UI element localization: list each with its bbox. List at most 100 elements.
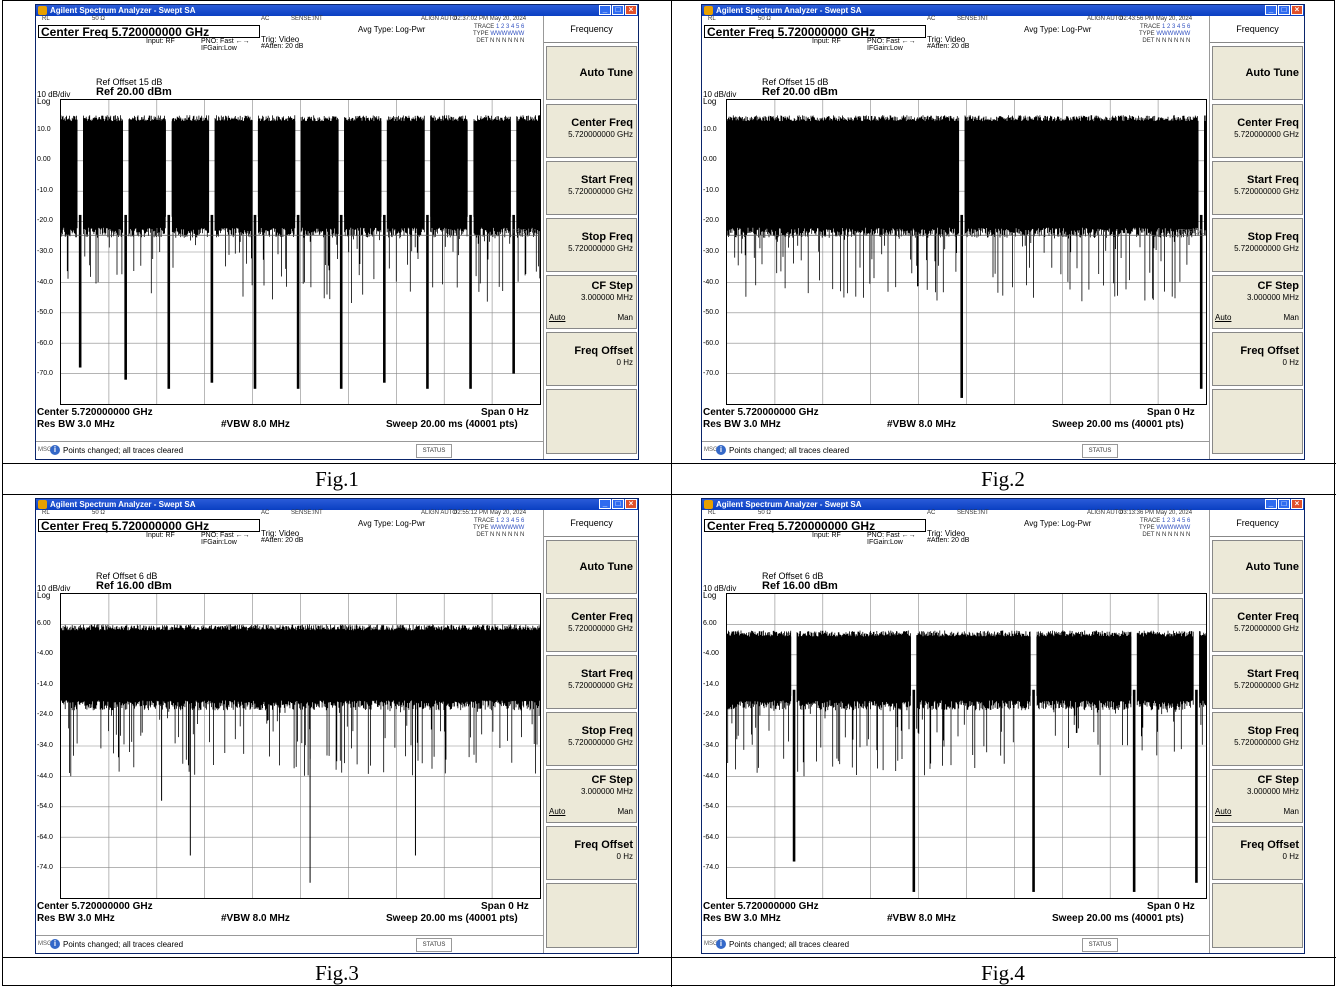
blank-softkey[interactable] xyxy=(546,883,637,948)
stop-freq-key[interactable]: Stop Freq 5.720000000 GHz xyxy=(546,218,637,272)
maximize-button[interactable]: □ xyxy=(1278,499,1290,509)
cf-step-key[interactable]: CF Step 3.000000 MHz Auto Man xyxy=(1212,769,1303,823)
stop-freq-key[interactable]: Stop Freq 5.720000000 GHz xyxy=(1212,712,1303,766)
blank-softkey[interactable] xyxy=(1212,883,1303,948)
trace-table: TRACE 1 2 3 4 5 6 TYPE WWWWWW DET N N N … xyxy=(1139,518,1190,539)
start-freq-key-value: 5.720000000 GHz xyxy=(568,681,633,690)
y-tick-label: -20.0 xyxy=(37,217,53,225)
align-indicator: ALIGN AUTO xyxy=(421,510,457,516)
impedance-indicator: 50 Ω xyxy=(92,16,105,22)
signal-burst xyxy=(1036,636,1132,696)
minimize-button[interactable]: _ xyxy=(599,499,611,509)
cf-step-key[interactable]: CF Step 3.000000 MHz Auto Man xyxy=(546,769,637,823)
freq-offset-key-label: Freq Offset xyxy=(574,839,633,851)
analyzer-window: Agilent Spectrum Analyzer - Swept SA _ □… xyxy=(701,498,1305,954)
blank-softkey[interactable] xyxy=(1212,389,1303,454)
trace-values: 1 2 3 4 5 6 xyxy=(1161,24,1191,30)
y-tick-label: -40.0 xyxy=(703,278,719,286)
atten-label: #Atten: 20 dB xyxy=(927,43,970,50)
burst-gap-spike xyxy=(383,214,386,383)
signal-burst xyxy=(387,121,425,217)
start-freq-key[interactable]: Start Freq 5.720000000 GHz xyxy=(546,161,637,215)
minimize-button[interactable]: _ xyxy=(599,5,611,15)
y-tick-label: 6.00 xyxy=(37,619,51,627)
y-tick-label: 0.00 xyxy=(37,156,51,164)
center-freq-display[interactable]: Center Freq 5.720000000 GHz xyxy=(704,519,926,533)
avg-type-label: Avg Type: Log-Pwr xyxy=(358,519,426,528)
center-freq-display[interactable]: Center Freq 5.720000000 GHz xyxy=(38,25,260,39)
freq-offset-key[interactable]: Freq Offset 0 Hz xyxy=(1212,826,1303,880)
maximize-button[interactable]: □ xyxy=(1278,5,1290,15)
impedance-indicator: 50 Ω xyxy=(758,510,771,516)
blank-softkey[interactable] xyxy=(546,389,637,454)
signal-burst xyxy=(61,121,78,217)
trace-plot: TRIG LVL xyxy=(726,99,1207,405)
stop-freq-key[interactable]: Stop Freq 5.720000000 GHz xyxy=(546,712,637,766)
y-tick-label: -20.0 xyxy=(703,217,719,225)
ifgain-label: IFGain:Low xyxy=(867,45,903,52)
auto-tune-key[interactable]: Auto Tune xyxy=(1212,540,1303,594)
center-freq-key-label: Center Freq xyxy=(571,611,633,623)
det-label: DET xyxy=(1142,38,1155,44)
center-freq-display[interactable]: Center Freq 5.720000000 GHz xyxy=(38,519,260,533)
y-tick-label: -60.0 xyxy=(703,339,719,347)
center-freq-key[interactable]: Center Freq 5.720000000 GHz xyxy=(1212,104,1303,158)
minimize-button[interactable]: _ xyxy=(1265,5,1277,15)
center-freq-key-value: 5.720000000 GHz xyxy=(1234,130,1299,139)
trig-label: Trig: Video xyxy=(261,35,300,44)
maximize-button[interactable]: □ xyxy=(612,5,624,15)
window-titlebar: Agilent Spectrum Analyzer - Swept SA _ □… xyxy=(702,499,1304,510)
minimize-button[interactable]: _ xyxy=(1265,499,1277,509)
maximize-button[interactable]: □ xyxy=(612,499,624,509)
center-freq-key[interactable]: Center Freq 5.720000000 GHz xyxy=(1212,598,1303,652)
status-box[interactable]: STATUS xyxy=(416,444,452,458)
start-freq-key[interactable]: Start Freq 5.720000000 GHz xyxy=(1212,655,1303,709)
auto-tune-key[interactable]: Auto Tune xyxy=(546,46,637,100)
center-freq-key-label: Center Freq xyxy=(571,117,633,129)
y-tick-label: -54.0 xyxy=(37,803,53,811)
stop-freq-key[interactable]: Stop Freq 5.720000000 GHz xyxy=(1212,218,1303,272)
status-box[interactable]: STATUS xyxy=(1082,444,1118,458)
impedance-indicator: 50 Ω xyxy=(92,510,105,516)
trace-label: TRACE xyxy=(1139,24,1161,30)
input-label: Input: RF xyxy=(146,38,175,45)
cf-step-auto: Auto xyxy=(549,313,566,322)
softkey-panel: Frequency Auto Tune Center Freq 5.7200000… xyxy=(543,16,638,459)
y-tick-label: -34.0 xyxy=(37,742,53,749)
center-freq-key[interactable]: Center Freq 5.720000000 GHz xyxy=(546,598,637,652)
message-bar: MSG i Points changed; all traces cleared… xyxy=(702,935,1209,953)
freq-offset-key[interactable]: Freq Offset 0 Hz xyxy=(546,332,637,386)
softkey-menu-title: Frequency xyxy=(544,510,638,537)
trace-values: 1 2 3 4 5 6 xyxy=(495,24,525,30)
cf-step-key[interactable]: CF Step 3.000000 MHz Auto Man xyxy=(546,275,637,329)
rl-indicator: RL xyxy=(708,16,716,22)
freq-offset-key[interactable]: Freq Offset 0 Hz xyxy=(1212,332,1303,386)
softkey-menu-title: Frequency xyxy=(1210,16,1304,43)
center-freq-key[interactable]: Center Freq 5.720000000 GHz xyxy=(546,104,637,158)
close-button[interactable]: × xyxy=(625,499,637,509)
freq-offset-key[interactable]: Freq Offset 0 Hz xyxy=(546,826,637,880)
status-box[interactable]: STATUS xyxy=(1082,938,1118,952)
close-button[interactable]: × xyxy=(1291,499,1303,509)
cf-step-key-value: 3.000000 MHz xyxy=(580,787,633,796)
close-button[interactable]: × xyxy=(625,5,637,15)
signal-burst xyxy=(171,121,210,217)
analyzer-window: Agilent Spectrum Analyzer - Swept SA _ □… xyxy=(35,4,639,460)
close-button[interactable]: × xyxy=(1291,5,1303,15)
timestamp: 02:55:12 PM May 20, 2024 xyxy=(454,510,527,516)
y-tick-label: -70.0 xyxy=(37,370,53,378)
type-values: WWWWWW xyxy=(1156,31,1191,37)
cf-step-key[interactable]: CF Step 3.000000 MHz Auto Man xyxy=(1212,275,1303,329)
auto-tune-label: Auto Tune xyxy=(1245,561,1299,573)
center-freq-display[interactable]: Center Freq 5.720000000 GHz xyxy=(704,25,926,39)
status-box[interactable]: STATUS xyxy=(416,938,452,952)
msg-label: MSG xyxy=(38,447,52,453)
auto-tune-key[interactable]: Auto Tune xyxy=(1212,46,1303,100)
start-freq-key[interactable]: Start Freq 5.720000000 GHz xyxy=(1212,161,1303,215)
analyzer-screen: Center Freq 5.720000000 GHz Input: RF PN… xyxy=(702,517,1209,935)
message-text: Points changed; all traces cleared xyxy=(63,446,184,455)
ref-offset-label: Ref Offset 6 dB xyxy=(96,571,158,581)
auto-tune-key[interactable]: Auto Tune xyxy=(546,540,637,594)
start-freq-key[interactable]: Start Freq 5.720000000 GHz xyxy=(546,655,637,709)
coupling-indicator: AC xyxy=(261,510,270,516)
